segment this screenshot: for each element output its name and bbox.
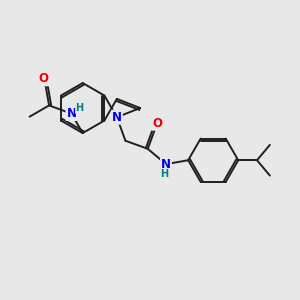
Text: O: O	[39, 72, 49, 85]
Text: N: N	[161, 158, 171, 171]
Text: H: H	[160, 169, 169, 178]
Text: O: O	[152, 117, 162, 130]
Text: N: N	[66, 107, 76, 120]
Text: H: H	[76, 103, 84, 113]
Text: N: N	[112, 111, 122, 124]
